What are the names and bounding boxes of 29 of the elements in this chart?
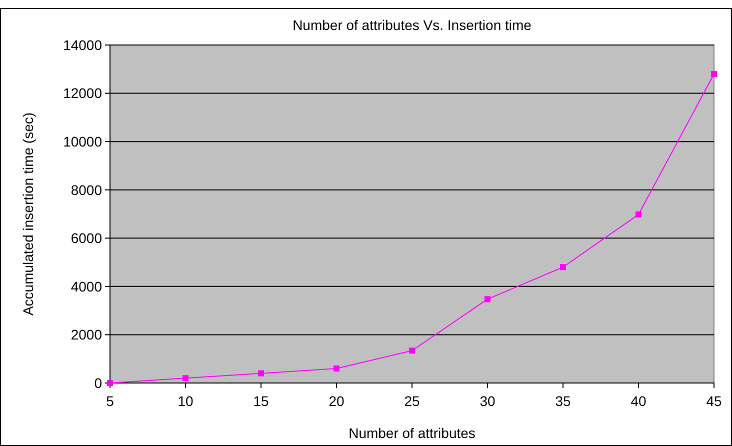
x-tick-label: 25 [404,393,420,409]
y-tick-label: 14000 [63,36,102,53]
x-tick-label: 35 [555,393,571,409]
y-tick-label: 4000 [70,278,102,294]
x-tick-label: 5 [106,393,114,409]
x-tick-label: 20 [328,393,344,409]
point [484,296,490,302]
point [636,211,642,218]
y-tick-label: 2000 [70,326,102,343]
x-axis-title: Number of attributes [348,425,476,441]
point [107,380,113,386]
chart-title: Number of attributes Vs. Insertion time [292,17,532,33]
x-tick-label: 40 [630,393,646,409]
y-tick-label: 6000 [70,230,102,246]
y-tick-label: 8000 [70,182,102,198]
y-tick-label: 10000 [63,133,102,150]
x-tick-label: 10 [178,393,194,409]
point [258,370,264,376]
x-tick-label: 45 [706,393,722,409]
y-axis-title: Accumulated insertion time (sec) [20,112,36,316]
point [560,264,566,270]
x-tick-label: 15 [253,393,269,409]
y-tick-label: 0 [94,374,102,391]
point [409,348,415,354]
point [334,366,340,372]
point [711,70,717,77]
x-tick-label: 30 [480,393,496,409]
y-tick-label: 12000 [63,85,102,102]
point [182,375,188,382]
